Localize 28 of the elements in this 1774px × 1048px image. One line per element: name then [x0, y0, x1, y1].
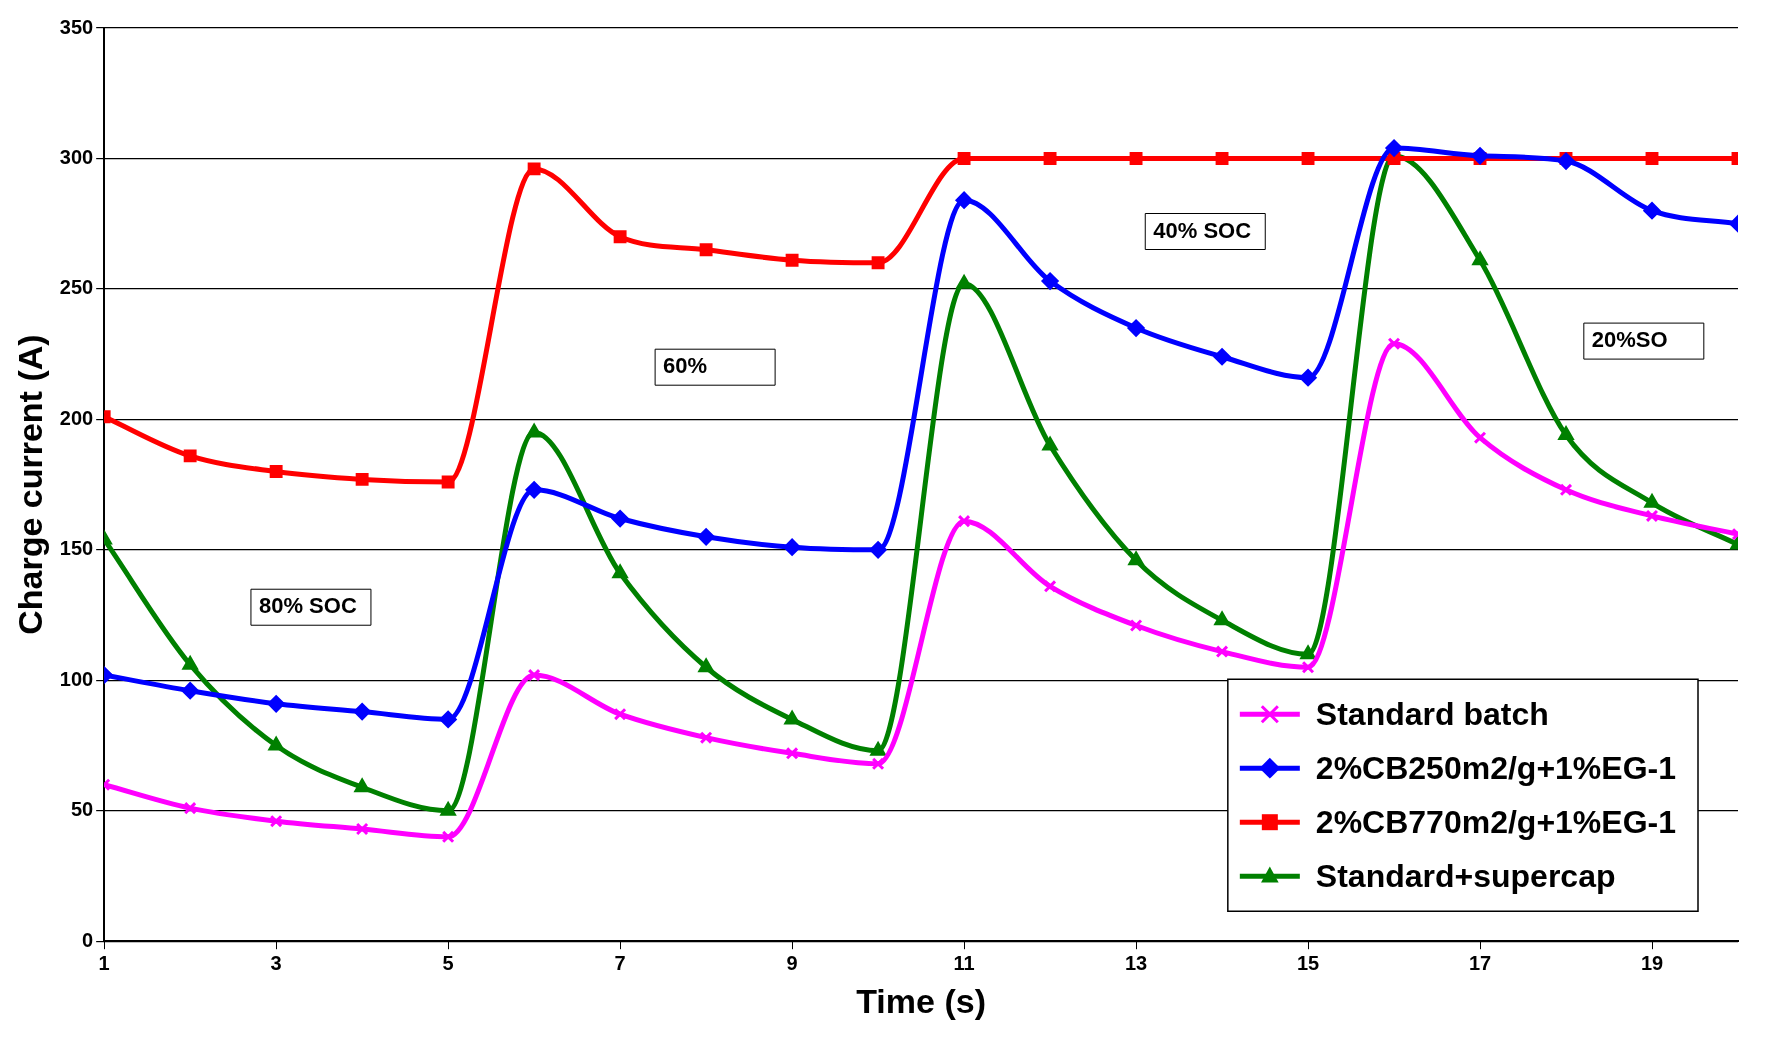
- y-tick-label: 150: [59, 537, 94, 560]
- x-tick-label: 15: [1296, 951, 1320, 974]
- y-tick-label: 100: [59, 667, 94, 690]
- y-axis-title: Charge current (A): [10, 334, 49, 635]
- legend-label: Standard batch: [1315, 696, 1549, 733]
- x-tick-label: 3: [270, 951, 282, 974]
- annotation: 40% SOC: [1153, 217, 1252, 243]
- legend-label: 2%CB250m2/g+1%EG-1: [1315, 750, 1676, 787]
- x-tick-label: 1: [98, 951, 110, 974]
- y-tick-label: 50: [70, 798, 94, 821]
- x-tick-label: 5: [442, 951, 454, 974]
- annotation: 60%: [663, 353, 708, 379]
- x-tick-label: 11: [953, 951, 975, 974]
- x-tick-label: 7: [614, 951, 626, 974]
- annotation: 20%SO: [1591, 327, 1668, 353]
- x-tick-label: 13: [1124, 951, 1148, 974]
- legend-label: Standard+supercap: [1315, 858, 1616, 895]
- y-tick-label: 0: [82, 928, 94, 951]
- legend-label: 2%CB770m2/g+1%EG-1: [1315, 804, 1676, 841]
- y-tick-label: 350: [59, 15, 94, 38]
- y-tick-label: 250: [59, 276, 94, 299]
- x-tick-label: 19: [1640, 951, 1664, 974]
- x-tick-label: 9: [786, 951, 798, 974]
- y-tick-label: 300: [59, 145, 94, 168]
- y-tick-label: 200: [59, 406, 94, 429]
- annotation: 80% SOC: [258, 593, 357, 619]
- x-tick-label: 17: [1468, 951, 1492, 974]
- x-axis-title: Time (s): [856, 981, 986, 1020]
